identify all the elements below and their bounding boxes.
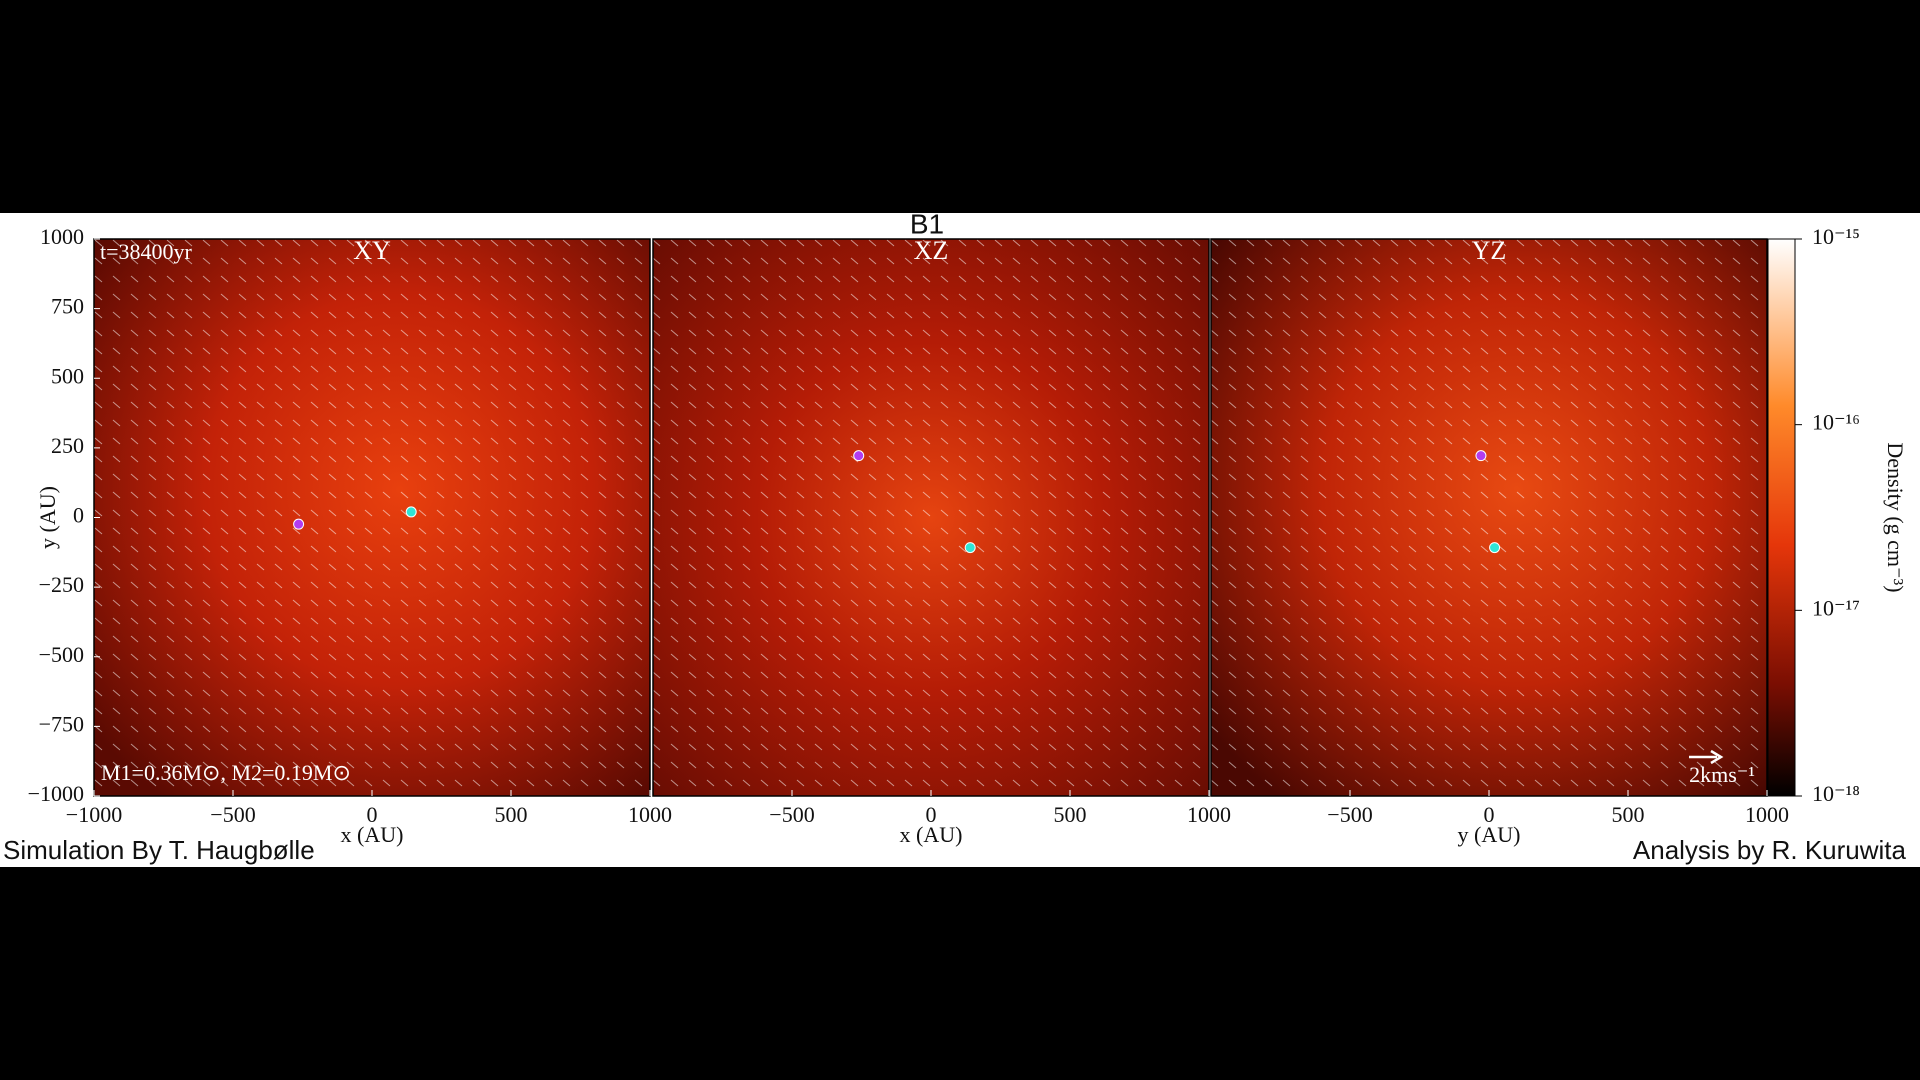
sink-particle bbox=[293, 518, 305, 530]
x-tick-label: 0 bbox=[1484, 802, 1495, 827]
colorbar-label: Density (g cm⁻³) bbox=[1883, 442, 1908, 592]
velocity-arrows bbox=[1211, 239, 1767, 796]
y-tick-label: −500 bbox=[39, 642, 84, 667]
y-axis-label: y (AU) bbox=[35, 486, 60, 549]
panel-title: XY bbox=[353, 236, 391, 265]
sink-particle bbox=[1489, 542, 1501, 554]
y-tick-label: 1000 bbox=[40, 224, 84, 249]
x-tick-label: 0 bbox=[367, 802, 378, 827]
y-tick-label: −1000 bbox=[28, 781, 84, 806]
x-tick-label: 500 bbox=[1612, 802, 1645, 827]
scale-label: 2kms⁻¹ bbox=[1689, 762, 1755, 787]
velocity-arrows bbox=[94, 239, 650, 796]
credit-right: Analysis by R. Kuruwita bbox=[1633, 835, 1907, 865]
x-axis-label: x (AU) bbox=[900, 822, 963, 847]
x-tick-label: 500 bbox=[495, 802, 528, 827]
credit-left: Simulation By T. Haugbølle bbox=[3, 835, 315, 865]
colorbar-tick-label: 10⁻¹⁵ bbox=[1812, 224, 1860, 249]
colorbar-tick-label: 10⁻¹⁷ bbox=[1812, 595, 1860, 620]
sink-particle bbox=[1475, 450, 1487, 462]
x-axis-label: y (AU) bbox=[1458, 822, 1521, 847]
x-tick-label: −500 bbox=[769, 802, 814, 827]
y-tick-label: 250 bbox=[51, 433, 84, 458]
y-tick-label: −750 bbox=[39, 711, 84, 736]
x-axis-label: x (AU) bbox=[341, 822, 404, 847]
time-label: t=38400yr bbox=[100, 239, 193, 264]
x-tick-label: −500 bbox=[1327, 802, 1372, 827]
x-tick-label: −1000 bbox=[66, 802, 122, 827]
x-tick-label: 1000 bbox=[1745, 802, 1789, 827]
sink-particle bbox=[853, 450, 865, 462]
y-tick-label: 750 bbox=[51, 294, 84, 319]
panel-title: XZ bbox=[914, 236, 949, 265]
x-tick-label: 500 bbox=[1054, 802, 1087, 827]
sink-particle bbox=[964, 542, 976, 554]
mass-label: M1=0.36M⊙, M2=0.19M⊙ bbox=[101, 760, 351, 785]
sink-particle bbox=[405, 506, 417, 518]
y-tick-label: −250 bbox=[39, 572, 84, 597]
scale-arrow-head bbox=[1710, 749, 1724, 765]
colorbar-tick-label: 10⁻¹⁸ bbox=[1812, 781, 1860, 806]
y-tick-label: 500 bbox=[51, 363, 84, 388]
figure-title: B1 bbox=[910, 208, 944, 239]
y-tick-label: 0 bbox=[73, 503, 84, 528]
x-tick-label: 0 bbox=[926, 802, 937, 827]
x-tick-label: −500 bbox=[210, 802, 255, 827]
colorbar-tick-label: 10⁻¹⁶ bbox=[1812, 410, 1860, 435]
panel-title: YZ bbox=[1472, 236, 1507, 265]
velocity-arrows bbox=[653, 239, 1209, 796]
x-tick-label: 1000 bbox=[628, 802, 672, 827]
x-tick-label: 1000 bbox=[1187, 802, 1231, 827]
colorbar bbox=[1767, 238, 1796, 797]
